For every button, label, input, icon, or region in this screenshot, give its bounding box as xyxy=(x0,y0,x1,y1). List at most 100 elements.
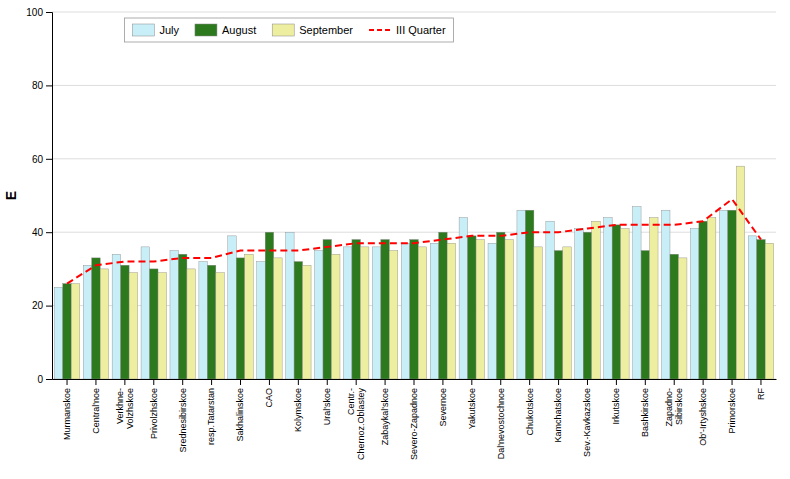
bar xyxy=(315,251,323,379)
bar xyxy=(592,221,600,379)
grid-line xyxy=(52,158,776,159)
legend-swatch xyxy=(132,24,154,36)
bar xyxy=(662,210,670,379)
legend-label: August xyxy=(222,24,256,36)
y-tick: 0 xyxy=(37,374,52,385)
x-tick: Privolzhskoe xyxy=(149,379,159,439)
bar xyxy=(678,258,686,379)
plot: MurmanskoeCentral'noeVerkhne-VolzhskoePr… xyxy=(3,7,777,460)
x-tick-mark xyxy=(587,379,588,385)
x-tick-label: Irkutskoe xyxy=(611,388,621,425)
bar xyxy=(439,232,447,379)
bar xyxy=(707,218,715,379)
x-tick-label: Kolymskoe xyxy=(293,388,303,432)
bar xyxy=(83,265,91,379)
x-tick-mark xyxy=(703,379,704,385)
bar xyxy=(54,287,62,379)
bar xyxy=(459,218,467,379)
bar xyxy=(563,247,571,379)
y-tick-label: 0 xyxy=(37,374,43,385)
bar xyxy=(546,221,554,379)
x-tick-mark xyxy=(674,379,675,385)
bar xyxy=(158,273,166,379)
x-tick: Chukotskoe xyxy=(525,379,535,436)
x-tick: Verkhne-Volzhskoe xyxy=(115,379,135,429)
bar xyxy=(554,251,562,379)
x-tick-label: Zabaykal'skoe xyxy=(380,388,390,445)
bar-series xyxy=(71,166,773,379)
y-tick-mark xyxy=(46,85,52,86)
x-tick-label: Kamchatskoe xyxy=(553,388,563,443)
y-tick: 20 xyxy=(32,300,52,311)
grid xyxy=(52,12,776,379)
line xyxy=(67,199,761,283)
bar xyxy=(331,254,339,379)
bar xyxy=(360,247,368,379)
x-tick-label: CAO xyxy=(264,388,274,408)
x-tick-label: Centr.-Chernoz.Oblastey xyxy=(346,388,366,461)
bar xyxy=(517,210,525,379)
x-tick-mark xyxy=(645,379,646,385)
x-tick: Kamchatskoe xyxy=(553,379,563,443)
x-tick-mark xyxy=(153,379,154,385)
y-tick-mark xyxy=(46,159,52,160)
x-tick: CAO xyxy=(264,379,274,408)
y-axis-title: E xyxy=(3,191,19,200)
bar xyxy=(525,210,533,379)
x-tick-label: Zapadno-Sibirskoe xyxy=(664,388,684,427)
y-axis-line xyxy=(46,13,53,380)
legend-item: September xyxy=(272,24,353,36)
legend-item: July xyxy=(132,24,179,36)
chart: MurmanskoeCentral'noeVerkhne-VolzhskoePr… xyxy=(0,0,790,479)
legend-label: III Quarter xyxy=(396,24,446,36)
bar xyxy=(757,240,765,379)
bar xyxy=(604,218,612,379)
x-tick-label: Bashkirskoe xyxy=(640,388,650,437)
x-tick-mark xyxy=(356,379,357,385)
x-tick-label: resp.Tatarstan xyxy=(206,388,216,445)
bar xyxy=(670,254,678,379)
bar xyxy=(447,243,455,379)
legend-label: September xyxy=(299,24,353,36)
legend-swatch xyxy=(272,24,294,36)
x-tick: Zapadno-Sibirskoe xyxy=(664,379,684,427)
x-tick: Yakutskoe xyxy=(467,379,477,429)
x-tick-mark xyxy=(616,379,617,385)
x-tick-mark xyxy=(558,379,559,385)
bar xyxy=(216,273,224,379)
bar xyxy=(736,166,744,379)
bar xyxy=(505,240,513,379)
bar xyxy=(621,229,629,379)
x-tick-label: Severo-Zapadnoe xyxy=(409,388,419,460)
x-tick: Zabaykal'skoe xyxy=(380,379,390,445)
bar-series xyxy=(54,207,756,379)
bar xyxy=(121,265,129,379)
legend-swatch xyxy=(369,29,391,31)
bar xyxy=(100,269,108,379)
y-tick: 40 xyxy=(32,227,52,238)
x-tick-label: Murmanskoe xyxy=(62,388,72,440)
bar xyxy=(92,258,100,379)
legend-item: August xyxy=(195,24,256,36)
bar xyxy=(207,265,215,379)
bar xyxy=(286,232,294,379)
bar xyxy=(650,218,658,379)
x-tick-mark xyxy=(442,379,443,385)
bar xyxy=(575,229,583,379)
bar xyxy=(71,284,79,379)
x-tick-mark xyxy=(240,379,241,385)
x-tick: Ob'-Irtyshskoe xyxy=(698,379,708,446)
x-tick: RF xyxy=(756,379,766,400)
x-tick-mark xyxy=(124,379,125,385)
x-tick: Centr.-Chernoz.Oblastey xyxy=(346,379,366,460)
bar xyxy=(401,243,409,379)
x-tick-label: Yakutskoe xyxy=(467,388,477,429)
bar xyxy=(612,225,620,379)
legend-frame xyxy=(124,18,453,42)
x-tick-mark xyxy=(414,379,415,385)
x-tick-mark xyxy=(327,379,328,385)
marks xyxy=(54,166,773,379)
x-tick-label: Sev.-Kavkazskoe xyxy=(582,388,592,457)
bar xyxy=(534,247,542,379)
y-tick-mark xyxy=(46,12,52,13)
